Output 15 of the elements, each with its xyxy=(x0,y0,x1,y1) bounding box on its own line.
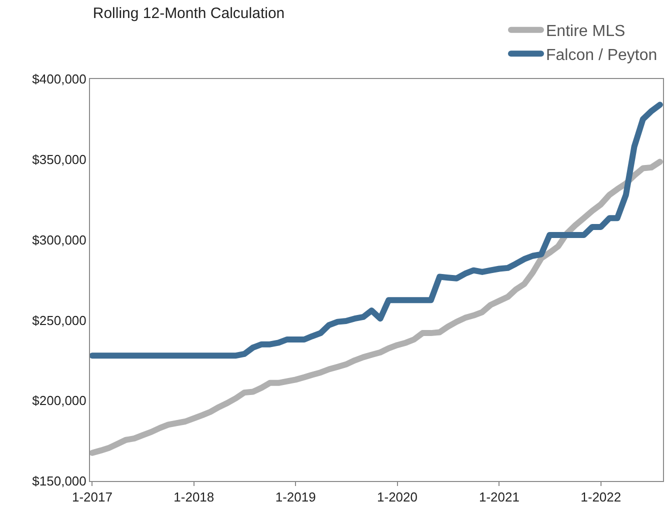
x-tick-label: 1-2022 xyxy=(580,490,622,505)
x-tick-label: 1-2018 xyxy=(174,490,214,505)
y-tick-label: $150,000 xyxy=(32,474,86,489)
x-tick-label: 1-2017 xyxy=(72,490,112,505)
y-tick-label: $400,000 xyxy=(32,72,86,87)
legend-label: Falcon / Peyton xyxy=(546,46,658,64)
x-tick-label: 1-2021 xyxy=(478,490,520,505)
y-tick-label: $200,000 xyxy=(32,393,86,408)
y-tick-label: $350,000 xyxy=(32,152,86,167)
chart-title: Rolling 12-Month Calculation xyxy=(92,5,285,22)
y-tick-label: $250,000 xyxy=(32,312,86,328)
x-tick-label: 1-2019 xyxy=(275,490,316,505)
x-tick-label: 1-2020 xyxy=(377,490,418,505)
legend-label: Entire MLS xyxy=(546,23,626,40)
y-tick-label: $300,000 xyxy=(32,232,86,248)
